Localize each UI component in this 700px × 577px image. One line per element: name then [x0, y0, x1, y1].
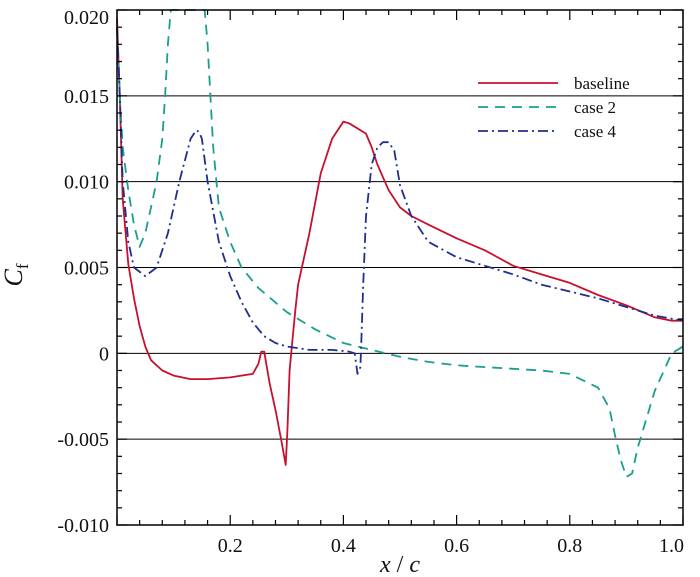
series-line-1: [116, 18, 683, 466]
x-axis-title: x / c: [379, 552, 420, 577]
y-tick-label: 0.005: [64, 258, 109, 280]
y-tick-label: 0.015: [64, 86, 109, 108]
x-axis-title-main: x: [379, 552, 391, 577]
x-axis-title-den: c: [409, 552, 420, 577]
legend-label-1: baseline: [574, 74, 630, 93]
x-tick-label: 0.6: [444, 535, 469, 557]
tick-marks: [116, 9, 684, 526]
y-axis-title-main: C: [0, 269, 28, 287]
grid-lines: [117, 95, 683, 440]
x-tick-label: 1.0: [659, 535, 684, 557]
legend-label-3: case 4: [574, 122, 617, 141]
y-tick-label: -0.010: [57, 515, 109, 537]
legend: baseline case 2 case 4: [478, 74, 630, 141]
x-tick-labels: 0.2 0.4 0.6 0.8 1.0: [218, 535, 684, 557]
y-axis-title: Cf: [0, 263, 32, 286]
y-tick-label: 0.020: [64, 7, 109, 29]
x-tick-label: 0.4: [331, 535, 356, 557]
series-line-3: [116, 27, 684, 375]
y-tick-label: -0.005: [57, 429, 109, 451]
x-tick-label: 0.8: [557, 535, 582, 557]
legend-label-2: case 2: [574, 98, 616, 117]
series-line-2: [116, 9, 684, 478]
x-tick-label: 0.2: [218, 535, 243, 557]
y-tick-label: 0.010: [64, 172, 109, 194]
y-axis-title-sub: f: [13, 263, 32, 269]
y-tick-labels: -0.010 -0.005 0 0.005 0.010 0.015 0.020: [57, 7, 109, 537]
y-tick-label: 0: [99, 343, 109, 365]
x-axis-title-sep: /: [391, 552, 410, 577]
series-lines: [116, 9, 684, 478]
